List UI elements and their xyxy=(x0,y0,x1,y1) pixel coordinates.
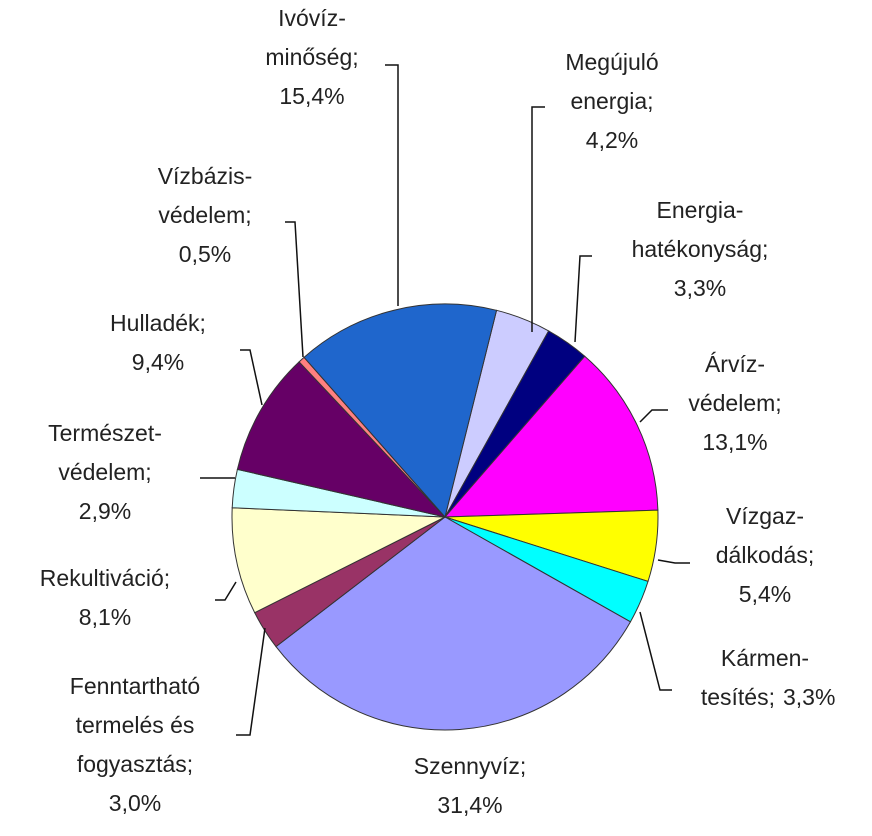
value-label: 3,3% xyxy=(783,684,835,710)
leader-line xyxy=(574,255,592,343)
value-label: 0,5% xyxy=(179,241,231,267)
leader-line xyxy=(285,221,304,358)
value-label: 5,4% xyxy=(739,581,791,607)
leader-line xyxy=(531,106,545,332)
leader-line xyxy=(639,611,672,691)
slice-label: Vízbázis- xyxy=(158,163,253,189)
slice-label: Fenntartható xyxy=(70,673,200,699)
value-label: 13,1% xyxy=(702,429,767,455)
slice-label: Ivóvíz- xyxy=(278,5,346,31)
value-label: 3,3% xyxy=(674,275,726,301)
leader-line xyxy=(639,409,668,423)
value-label: 4,2% xyxy=(586,127,638,153)
slice-label: tesítés; xyxy=(701,684,775,710)
slice-label: védelem; xyxy=(58,459,151,485)
leader-line xyxy=(657,559,690,564)
pie-slice xyxy=(275,516,632,731)
slice-label: Árvíz- xyxy=(705,351,765,377)
slice-label: Hulladék; xyxy=(110,310,206,336)
slice-label: termelés és xyxy=(76,712,195,738)
value-label: 8,1% xyxy=(79,604,131,630)
value-label: 15,4% xyxy=(279,83,344,109)
pie-slice xyxy=(231,507,447,614)
slice-label: hatékonyság; xyxy=(632,236,769,262)
value-label: 9,4% xyxy=(132,349,184,375)
pie-slice xyxy=(443,355,659,518)
leader-line xyxy=(236,627,266,736)
slice-label: dálkodás; xyxy=(716,542,814,568)
slice-label: Rekultiváció; xyxy=(40,565,170,591)
leader-line xyxy=(240,349,263,406)
slice-label: minőség; xyxy=(265,44,358,70)
leader-line xyxy=(385,64,399,306)
slice-label: Vízgaz- xyxy=(726,503,804,529)
value-label: 31,4% xyxy=(437,792,502,818)
slice-label: Megújuló xyxy=(565,49,658,75)
value-label: 3,0% xyxy=(109,790,161,816)
slice-label: Kármen- xyxy=(721,645,809,671)
slice-label: Szennyvíz; xyxy=(414,753,527,779)
slice-label: fogyasztás; xyxy=(77,751,193,777)
value-label: 2,9% xyxy=(79,498,131,524)
leader-line xyxy=(215,581,237,601)
pie-slice xyxy=(236,361,447,518)
slice-label: védelem; xyxy=(688,390,781,416)
slice-label: Természet- xyxy=(48,420,162,446)
slice-label: energia; xyxy=(570,88,653,114)
pie-slice xyxy=(303,303,498,519)
slice-label: védelem; xyxy=(158,202,251,228)
slice-label: Energia- xyxy=(657,197,744,223)
